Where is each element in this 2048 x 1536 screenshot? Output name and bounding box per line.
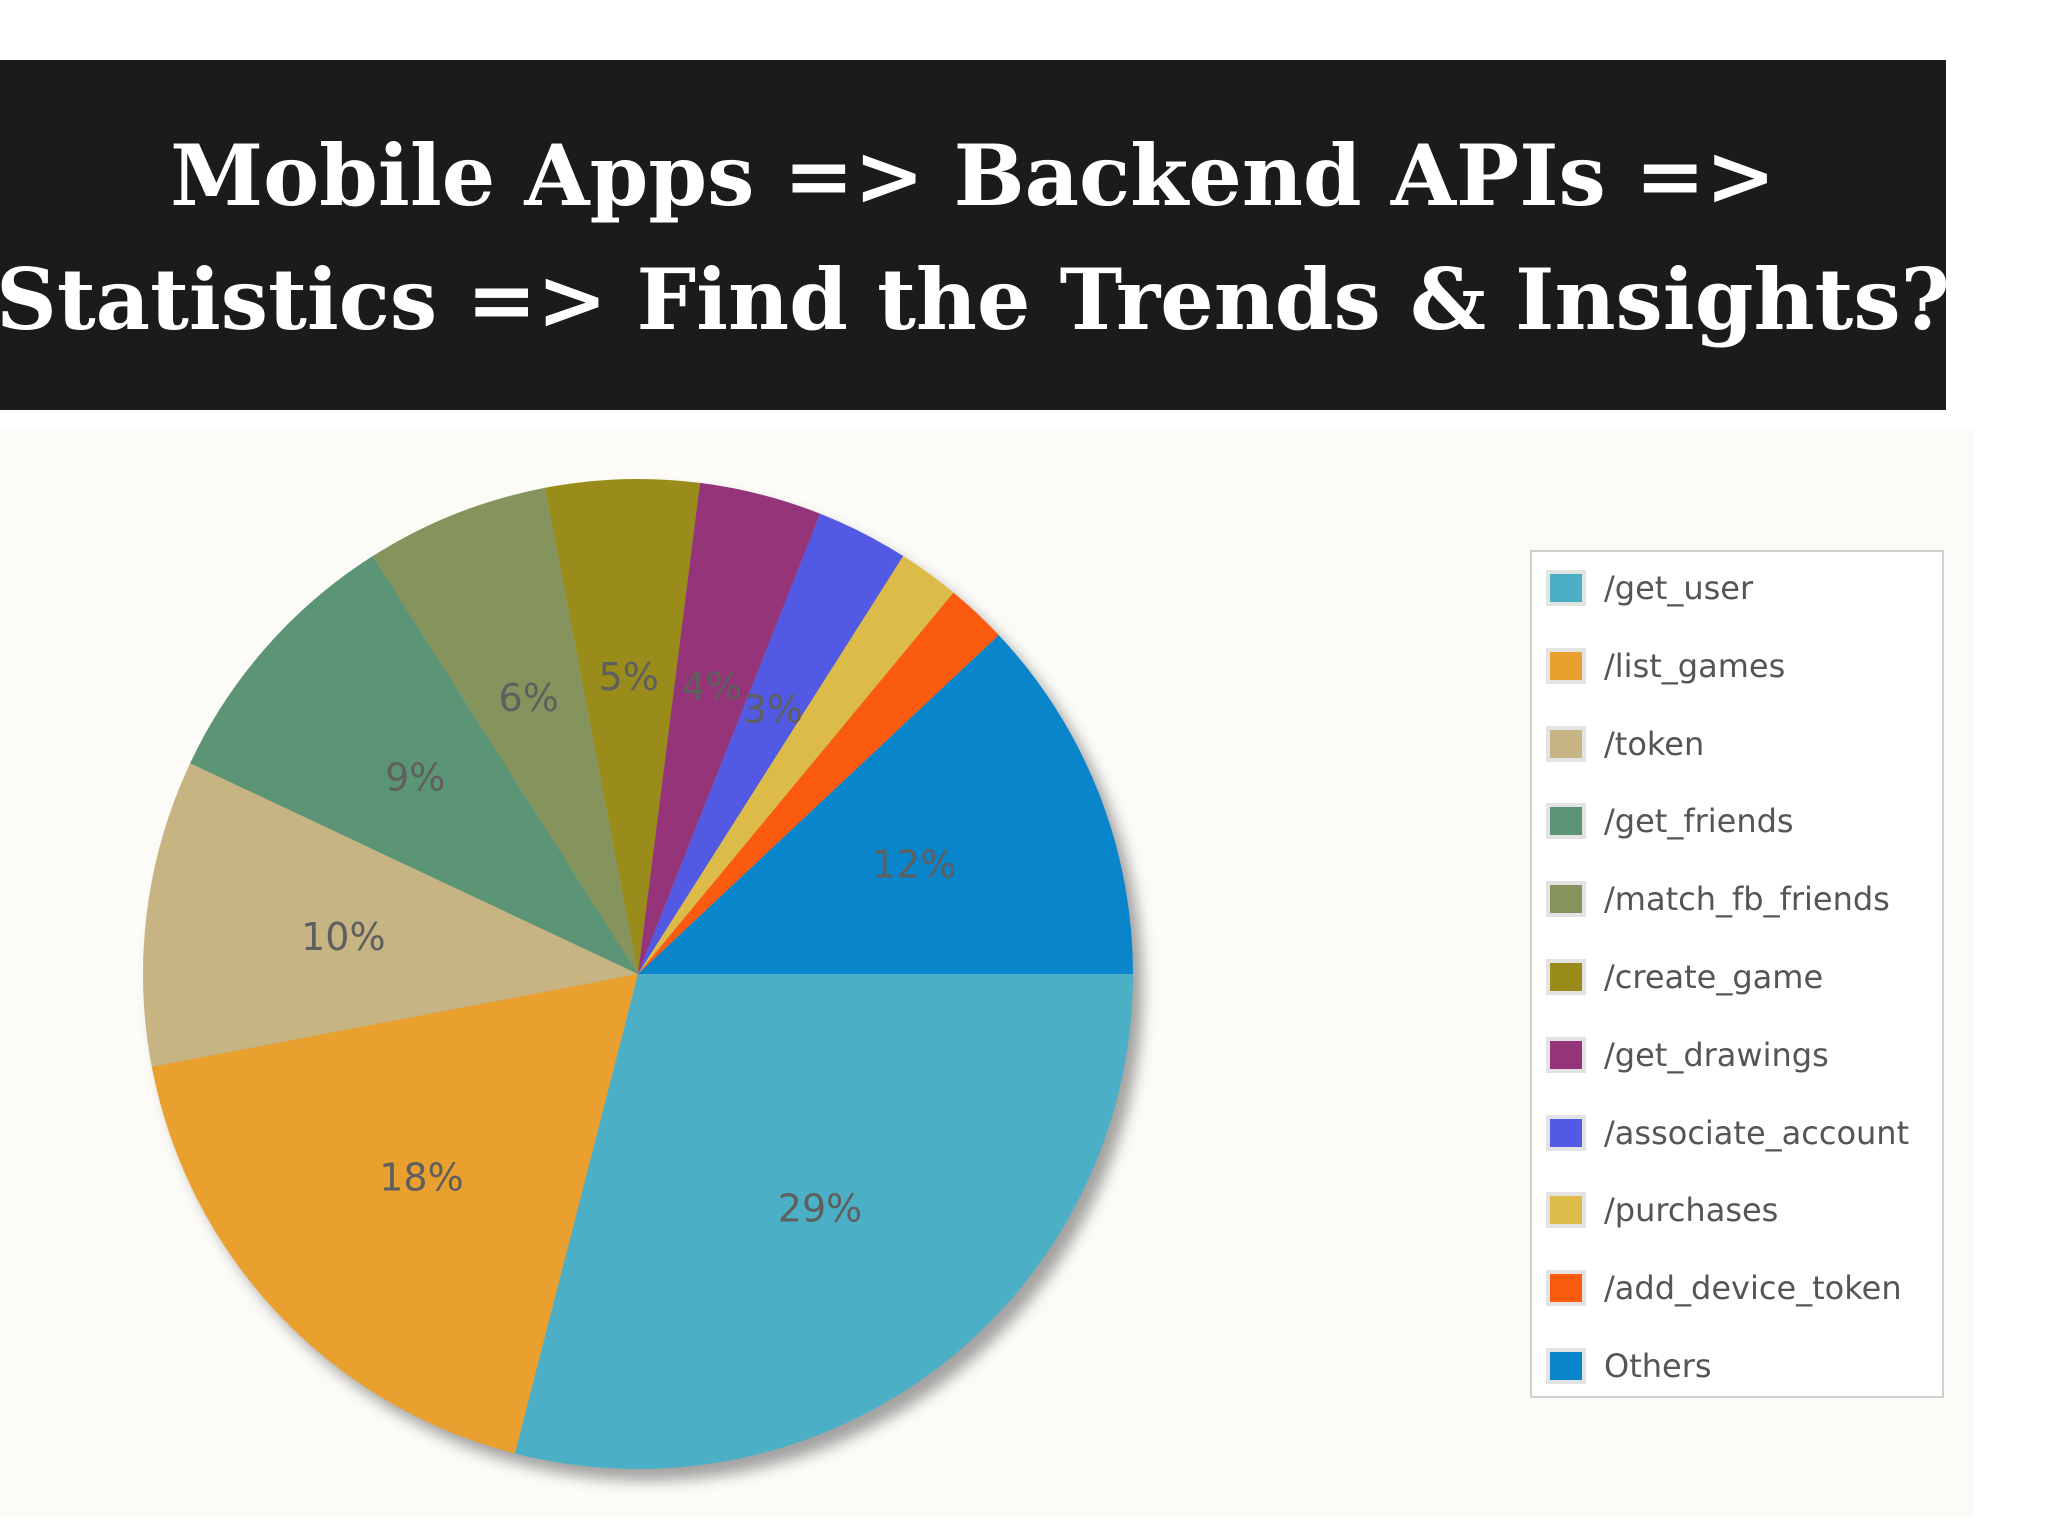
title-line-1: Mobile Apps => Backend APIs => bbox=[170, 126, 1776, 225]
legend-label: /match_fb_friends bbox=[1604, 880, 1890, 919]
legend-item: /add_device_token bbox=[1546, 1266, 1902, 1310]
legend-item: /get_friends bbox=[1546, 799, 1794, 843]
pie-slice-create-game bbox=[545, 479, 701, 974]
pie-slice-get-friends bbox=[190, 556, 639, 974]
legend-label: /get_user bbox=[1604, 569, 1754, 607]
chart-panel: 29% 18% 10% 9% 6% 5% 4% 3% 12% /get_user/list_ga… bbox=[0, 428, 1974, 1518]
title-banner: Mobile Apps => Backend APIs => Statistic… bbox=[0, 60, 1950, 410]
slice-label-10: 12% bbox=[872, 843, 956, 887]
pie-slice-others bbox=[638, 635, 1133, 974]
legend-swatch bbox=[1546, 1114, 1586, 1151]
legend-item: /match_fb_friends bbox=[1546, 877, 1890, 921]
pie-slice-list-games bbox=[151, 974, 638, 1454]
legend-swatch bbox=[1546, 1348, 1586, 1384]
legend-swatch bbox=[1546, 959, 1586, 995]
legend-item: /purchases bbox=[1546, 1188, 1778, 1232]
slice-label-2: 10% bbox=[301, 915, 385, 959]
pie-slice-add-device-token bbox=[638, 592, 999, 974]
pie-chart: 29% 18% 10% 9% 6% 5% 4%3% 12% bbox=[143, 479, 1143, 1481]
pie-slice-get-user bbox=[514, 974, 1133, 1469]
legend-swatch bbox=[1546, 725, 1586, 762]
legend-label: /list_games bbox=[1604, 646, 1786, 685]
slice-label-0: 29% bbox=[778, 1187, 862, 1231]
legend-label: /create_game bbox=[1604, 958, 1824, 996]
slice-label-7: 3% bbox=[743, 687, 803, 731]
legend-swatch bbox=[1546, 570, 1586, 606]
legend-swatch bbox=[1546, 881, 1586, 918]
legend-label: /associate_account bbox=[1604, 1113, 1910, 1152]
pie-slice-purchases bbox=[638, 556, 954, 974]
pie-slice-get-drawings bbox=[638, 482, 821, 974]
pie-slice-match-fb-friends bbox=[372, 487, 638, 974]
legend-swatch bbox=[1546, 1192, 1586, 1229]
legend-item: /get_user bbox=[1546, 566, 1753, 610]
slice-label-3: 9% bbox=[385, 756, 445, 800]
legend-swatch bbox=[1546, 647, 1586, 684]
legend-item: /token bbox=[1546, 722, 1704, 766]
slice-label-6: 4% bbox=[682, 664, 742, 708]
pie-slice-associate-account bbox=[638, 513, 904, 974]
legend-item: /create_game bbox=[1546, 955, 1823, 999]
pie-slice-token bbox=[143, 763, 639, 1067]
slice-label-1: 18% bbox=[379, 1155, 463, 1199]
legend-swatch bbox=[1546, 1270, 1586, 1307]
slice-label-5: 5% bbox=[599, 655, 659, 699]
legend-item: Others bbox=[1546, 1344, 1712, 1388]
chart-legend: /get_user/list_games/token/get_friends/m… bbox=[1530, 550, 1944, 1398]
legend-swatch bbox=[1546, 803, 1586, 840]
legend-label: /add_device_token bbox=[1604, 1269, 1902, 1308]
legend-label: /purchases bbox=[1604, 1191, 1779, 1230]
legend-item: /list_games bbox=[1546, 644, 1785, 688]
legend-item: /associate_account bbox=[1546, 1111, 1909, 1155]
title-line-2: Statistics => Find the Trends & Insights… bbox=[0, 250, 1950, 349]
slice-label-4: 6% bbox=[499, 676, 559, 720]
legend-label: /get_drawings bbox=[1604, 1035, 1829, 1074]
legend-label: /token bbox=[1604, 724, 1705, 763]
legend-item: /get_drawings bbox=[1546, 1033, 1829, 1077]
legend-label: Others bbox=[1604, 1347, 1712, 1385]
legend-swatch bbox=[1546, 1036, 1586, 1073]
legend-label: /get_friends bbox=[1604, 802, 1794, 841]
